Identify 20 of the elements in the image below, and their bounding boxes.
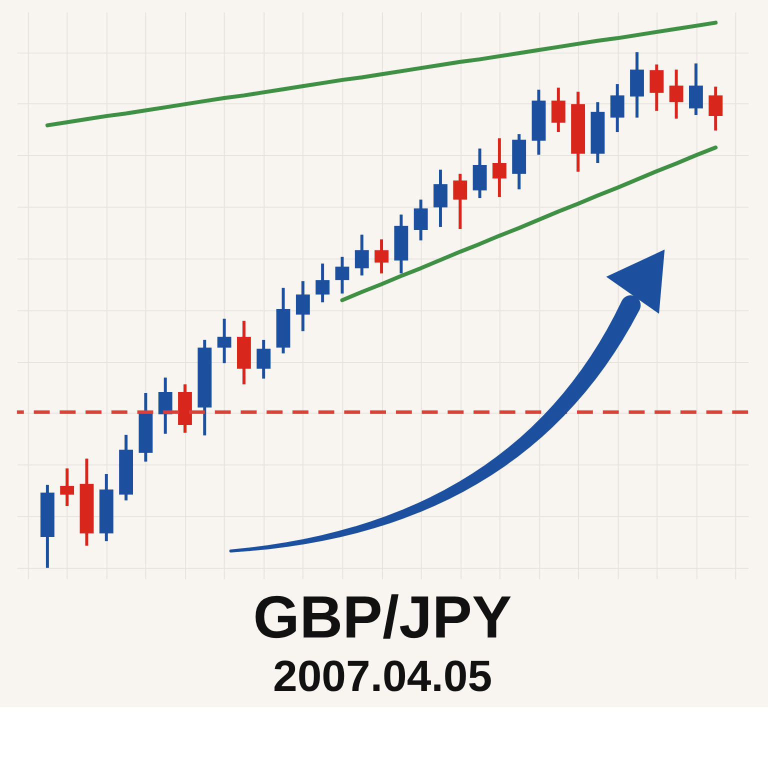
candlestick <box>60 466 74 508</box>
candlestick <box>354 233 369 277</box>
candlestick <box>689 62 703 117</box>
candlestick <box>217 317 232 365</box>
candlestick <box>296 280 310 333</box>
candlestick <box>374 238 388 275</box>
text: 2007.04.05 <box>272 652 492 702</box>
candlestick <box>453 172 468 231</box>
candlestick <box>669 68 684 120</box>
candlestick <box>316 262 330 304</box>
candlestick <box>434 168 448 228</box>
candlestick <box>650 62 664 112</box>
candlestick <box>708 85 723 132</box>
text: GBP/JPY <box>253 584 512 651</box>
candlestick <box>610 82 624 134</box>
candlestick <box>414 198 428 242</box>
candlestick <box>335 255 350 295</box>
candlestick <box>551 86 566 134</box>
candlestick <box>492 136 506 199</box>
candlestick <box>256 338 271 380</box>
